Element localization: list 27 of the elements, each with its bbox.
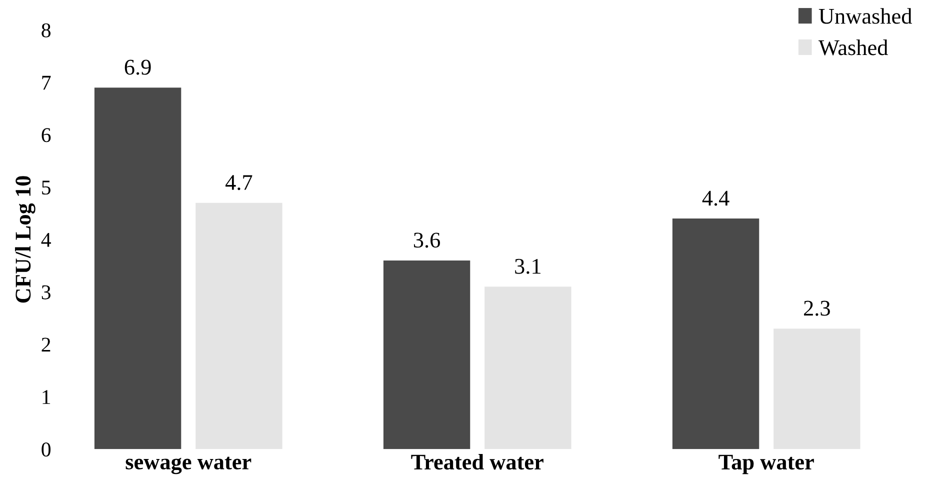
data-label: 3.1 <box>515 258 540 274</box>
data-label: 3.6 <box>414 232 440 248</box>
data-label: 4.7 <box>225 175 252 190</box>
data-label: 6.9 <box>124 60 151 75</box>
bar <box>774 328 860 450</box>
y-tick-label: 2 <box>42 338 50 352</box>
bar <box>383 260 470 450</box>
data-label: 2.3 <box>804 300 830 316</box>
y-tick-label: 0 <box>42 442 51 457</box>
x-tick-label: Treated water <box>411 454 544 470</box>
data-label: 4.4 <box>702 190 730 206</box>
y-tick-label: 3 <box>42 285 50 300</box>
y-axis-title: CFU/l Log 10 <box>15 176 36 303</box>
bar <box>196 202 282 450</box>
x-tick-label: sewage water <box>126 456 252 474</box>
y-tick-label: 5 <box>42 180 50 195</box>
x-tick-label: Tap water <box>718 454 814 474</box>
y-tick-label: 8 <box>42 23 51 38</box>
bar <box>672 218 760 450</box>
bar <box>94 88 182 450</box>
legend-label: Washed <box>818 40 888 56</box>
bar <box>484 286 572 450</box>
legend-label: Unwashed <box>818 8 912 24</box>
y-tick-label: 6 <box>42 128 51 142</box>
y-tick-label: 7 <box>42 76 51 90</box>
y-tick-label: 4 <box>41 233 51 247</box>
y-tick-label: 1 <box>42 390 50 404</box>
